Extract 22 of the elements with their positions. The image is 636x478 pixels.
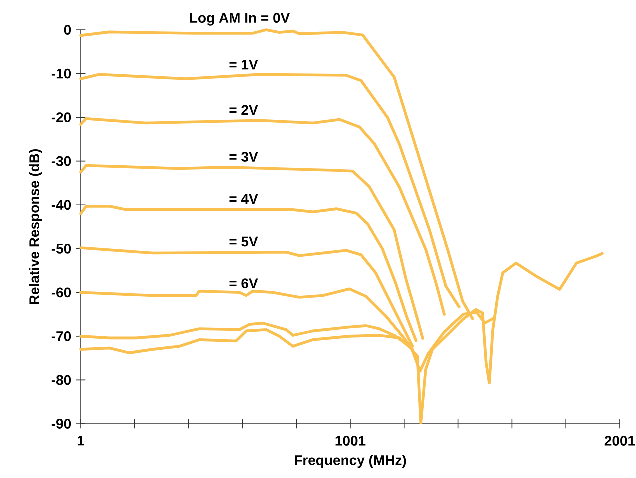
x-tick-label: 1 [78,436,84,446]
y-tick-label: -70 [52,331,72,342]
y-tick-label: -80 [52,375,72,386]
series-label: = 2V [230,105,258,116]
series-label: = 1V [230,60,258,70]
series-label: = 6V [230,278,258,289]
y-tick-label: 0 [64,25,72,35]
y-tick-label: -50 [52,244,72,254]
series-label: = 3V [230,152,258,162]
y-axis-title: Relative Response (dB) [29,150,42,304]
x-axis-title: Frequency (MHz) [295,455,406,468]
y-tick-label: -60 [52,288,72,298]
x-tick-label: 1001 [336,436,366,446]
y-tick-label: -90 [52,419,72,429]
y-tick-label: -20 [52,112,72,123]
y-tick-label: -10 [52,68,72,79]
y-tick-label: -40 [52,200,72,210]
series-label: = 5V [230,236,258,247]
series-label: Log AM In = 0V [190,13,290,26]
x-tick-label: 2001 [604,436,636,446]
series-label: = 4V [230,194,258,204]
y-tick-label: -30 [52,156,72,166]
